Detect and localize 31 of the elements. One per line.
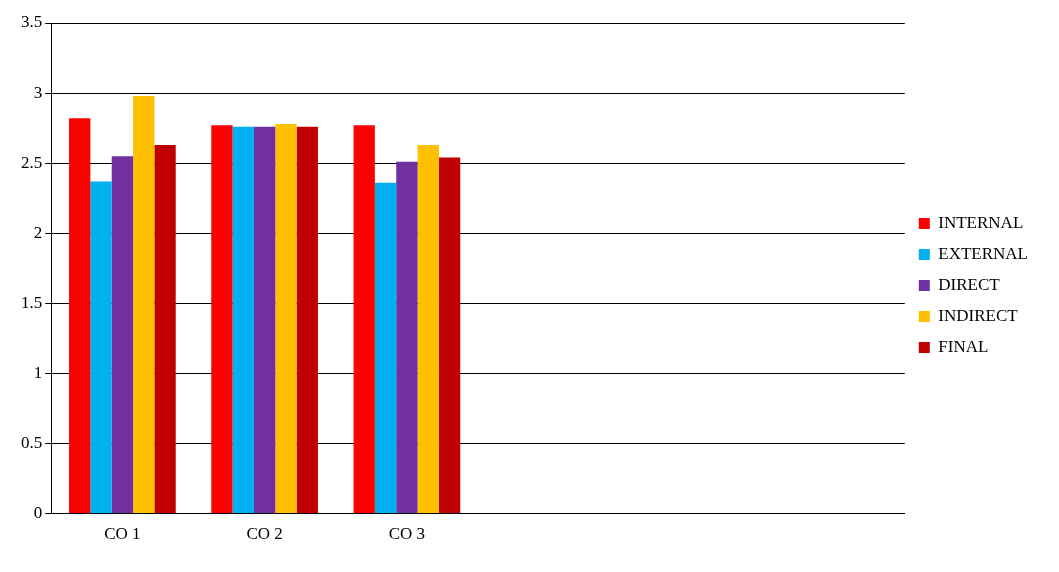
y-tick-label: 2.5 <box>21 152 43 172</box>
bar <box>374 182 397 514</box>
bar <box>438 157 461 514</box>
bar <box>253 126 276 514</box>
bar <box>296 126 318 514</box>
bar <box>90 181 112 514</box>
y-tick-label: 1 <box>33 362 43 382</box>
y-tick-label: 3 <box>33 82 43 102</box>
y-tick-label: 0 <box>33 503 43 523</box>
legend-label: INTERNAL <box>938 212 1024 232</box>
y-tick-label: 1.5 <box>21 292 43 312</box>
bar <box>133 95 155 514</box>
legend-label: INDIRECT <box>938 305 1019 325</box>
y-tick-label: 3.5 <box>21 12 43 32</box>
bar <box>417 144 439 514</box>
y-tick-label: 2 <box>33 222 43 242</box>
bar <box>154 144 176 514</box>
legend-label: EXTERNAL <box>938 243 1029 263</box>
bar <box>211 125 233 514</box>
legend-label: FINAL <box>938 336 989 356</box>
bar <box>111 156 134 514</box>
legend-label: DIRECT <box>938 274 1001 294</box>
bar <box>396 161 418 514</box>
bar <box>232 126 254 514</box>
bar <box>275 123 297 514</box>
x-tick-label: CO 3 <box>388 524 426 544</box>
x-tick-label: CO 1 <box>104 524 141 544</box>
y-tick-label: 0.5 <box>21 432 43 452</box>
x-tick-label: CO 2 <box>246 524 283 544</box>
bar <box>69 118 91 514</box>
bar <box>353 125 375 514</box>
